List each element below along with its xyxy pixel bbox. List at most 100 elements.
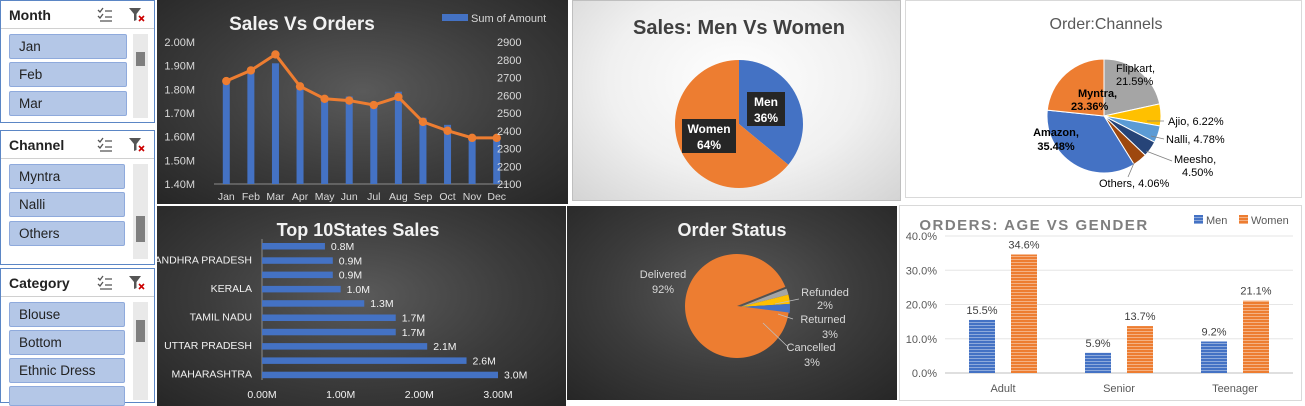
sales-bar: [321, 96, 329, 184]
x-tick-label: Mar: [266, 191, 285, 203]
slicer-item-jan[interactable]: Jan: [9, 34, 127, 59]
women-bar: [1011, 254, 1037, 373]
label-cancelled-name: Cancelled: [787, 342, 836, 354]
orders-point: [222, 76, 231, 86]
top-states-svg: Top 10States Sales 0.00M 1.00M 2.00M 3.00M 0…: [157, 220, 527, 401]
state-bar: [262, 343, 428, 350]
label-amazon-name: Amazon,: [1033, 127, 1079, 139]
order-status-chart[interactable]: Order Status Delivered 92% Refunded 2% R…: [567, 206, 897, 400]
clear-filter-icon[interactable]: [128, 137, 146, 158]
y2-tick-label: 2900: [497, 37, 521, 49]
y-tick-label: 30.0%: [906, 265, 937, 277]
chart-title: Order:Channels: [1050, 16, 1163, 33]
order-channels-svg: Order:Channels Flipkart, 21.59% Myntra, …: [1033, 16, 1225, 190]
x-tick-label: Sep: [414, 191, 433, 203]
women-value-label: 34.6%: [1008, 239, 1039, 251]
men-bar: [1201, 341, 1227, 373]
slicer-item-myntra[interactable]: Myntra: [9, 164, 125, 189]
sales-bar: [271, 63, 279, 184]
x-tick-label: Adult: [990, 383, 1015, 395]
label-flipkart-name: Flipkart,: [1116, 63, 1155, 75]
chart-title: ORDERS: AGE VS GENDER: [919, 217, 1148, 234]
x-tick-label: Feb: [242, 191, 260, 203]
orders-point: [467, 133, 477, 143]
label-cancelled-pct: 3%: [804, 357, 820, 369]
pie-slice-flipkart: [1103, 58, 1161, 117]
sales-bar: [345, 96, 353, 184]
state-bar: [262, 371, 498, 379]
slicer-item-bottom[interactable]: Bottom: [9, 330, 125, 355]
multi-select-icon[interactable]: [97, 275, 113, 296]
men-value-label: 9.2%: [1201, 326, 1226, 338]
label-nalli: Nalli, 4.78%: [1166, 134, 1225, 146]
category-slicer: Category Blouse Bottom Ethnic Dress: [0, 268, 155, 406]
scrollbar-thumb[interactable]: [136, 320, 145, 342]
label-delivered-pct: 92%: [652, 284, 674, 296]
men-vs-women-chart[interactable]: Sales: Men Vs Women Men 36% Women 64%: [572, 0, 901, 201]
month-slicer: Month Jan Feb Mar: [0, 0, 155, 123]
state-value-label: 1.3M: [370, 298, 393, 310]
orders-point: [418, 117, 428, 127]
label-refunded-pct: 2%: [817, 300, 833, 312]
pie-slice-refunded: [740, 288, 789, 307]
y-tick-label: 1.90M: [164, 61, 195, 73]
multi-select-icon[interactable]: [97, 7, 113, 28]
men-vs-women-svg: Sales: Men Vs Women Men 36% Women 64%: [633, 17, 845, 188]
slicer-scrollbar[interactable]: [133, 164, 148, 259]
x-tick-label: 3.00M: [483, 389, 512, 401]
state-value-label: 1.0M: [347, 284, 370, 296]
sales-bar: [296, 84, 304, 184]
x-tick-label: Teenager: [1212, 383, 1258, 395]
top-states-chart[interactable]: Top 10States Sales 0.00M 1.00M 2.00M 3.00M 0…: [157, 206, 566, 406]
pie-slice-amazon: [1046, 109, 1135, 174]
state-name-label: ANDHRA PRADESH: [157, 254, 252, 266]
sales-bar: [419, 117, 427, 184]
label-returned-pct: 3%: [822, 329, 838, 341]
y-tick-label: 1.50M: [164, 155, 195, 167]
men-bar: [1085, 352, 1111, 373]
scrollbar-thumb[interactable]: [136, 52, 145, 66]
slicer-item-blouse[interactable]: Blouse: [9, 302, 125, 327]
slicer-item-ethnic-dress[interactable]: Ethnic Dress: [9, 358, 125, 383]
state-bar: [262, 271, 333, 279]
orders-line: [225, 52, 497, 140]
order-channels-chart[interactable]: Order:Channels Flipkart, 21.59% Myntra, …: [905, 0, 1302, 198]
slicer-scrollbar[interactable]: [133, 34, 148, 118]
slicer-item-others[interactable]: Others: [9, 221, 125, 246]
sales-bar: [444, 124, 452, 184]
sales-bar: [493, 136, 501, 184]
leader-cancelled: [762, 322, 788, 347]
state-name-label: KERALA: [211, 283, 252, 295]
y-tick-label: 1.60M: [164, 132, 195, 144]
slicer-item-feb[interactable]: Feb: [9, 62, 127, 87]
scrollbar-thumb[interactable]: [136, 216, 145, 242]
x-tick-label: Oct: [439, 191, 455, 203]
orders-point: [369, 100, 378, 110]
state-value-label: 0.8M: [331, 241, 354, 253]
x-tick-label: Dec: [487, 191, 506, 203]
slicer-item-nalli[interactable]: Nalli: [9, 192, 125, 217]
slicer-header: Month: [1, 1, 154, 29]
legend-men-swatch: [1194, 215, 1203, 224]
channel-slicer: Channel Myntra Nalli Others: [0, 130, 155, 265]
slicer-item-mar[interactable]: Mar: [9, 91, 127, 116]
clear-filter-icon[interactable]: [128, 275, 146, 296]
sales-vs-orders-chart[interactable]: Sales Vs Orders Sum of Amount 2.00M 1.90M…: [157, 0, 568, 204]
legend-women-swatch: [1239, 215, 1248, 224]
orders-point: [271, 50, 280, 59]
age-vs-gender-chart[interactable]: ORDERS: AGE VS GENDER Men Women 40.0% 30.…: [899, 205, 1302, 401]
slicer-item-partial[interactable]: [9, 386, 125, 406]
clear-filter-icon[interactable]: [128, 7, 146, 28]
chart-title: Sales Vs Orders: [229, 14, 375, 35]
state-value-label: 0.9M: [339, 270, 362, 282]
y2-tick-label: 2500: [497, 108, 521, 120]
label-amazon-pct: 35.48%: [1037, 141, 1075, 153]
multi-select-icon[interactable]: [97, 137, 113, 158]
y2-tick-label: 2700: [497, 73, 521, 85]
state-value-label: 3.0M: [504, 370, 527, 382]
slicer-scrollbar[interactable]: [133, 302, 148, 400]
label-flipkart-pct: 21.59%: [1116, 76, 1154, 88]
y2-tick-label: 2600: [497, 90, 521, 102]
y2-tick-label: 2400: [497, 126, 521, 138]
label-myntra-name: Myntra,: [1078, 88, 1117, 100]
